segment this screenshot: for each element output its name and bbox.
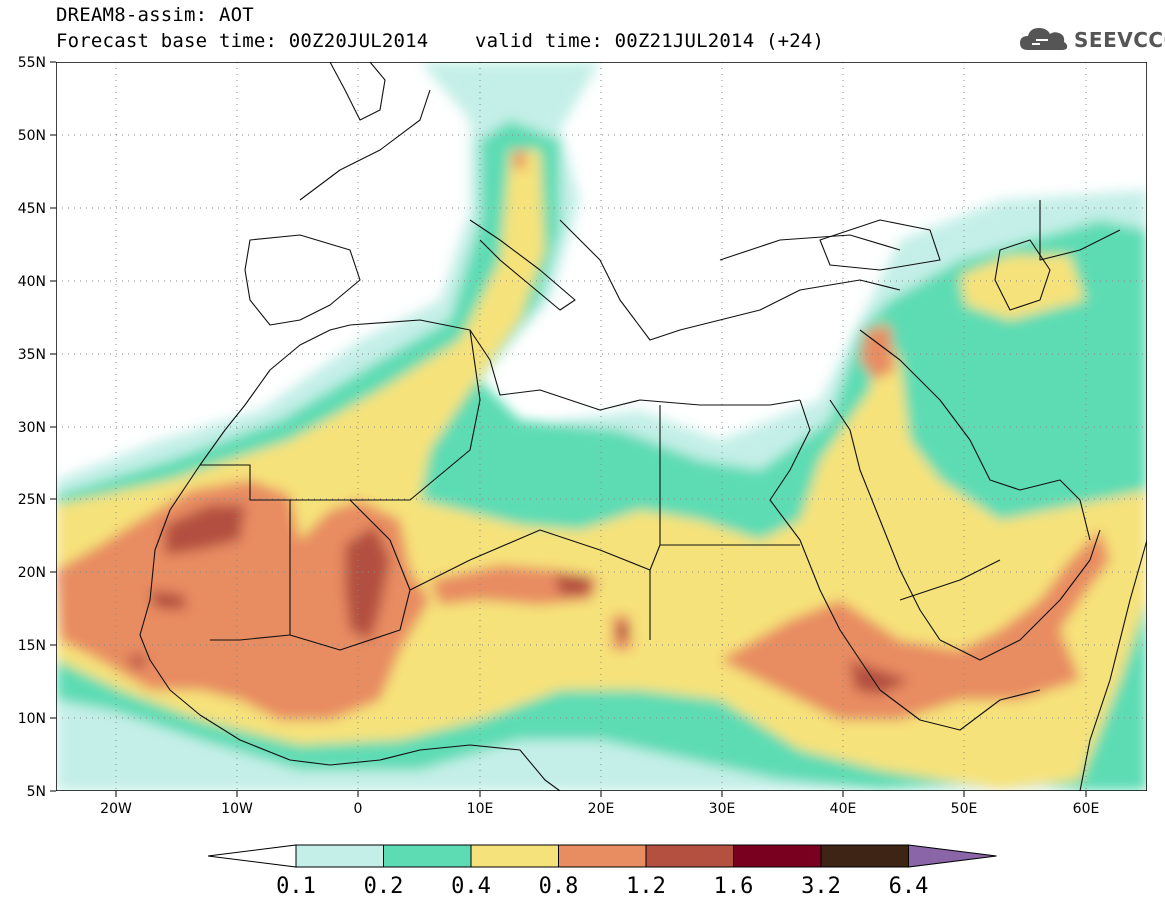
colorbar-swatches bbox=[207, 844, 997, 868]
lon-label-10e: 10E bbox=[467, 801, 494, 817]
colorbar-swatch bbox=[558, 844, 647, 868]
lon-label-30e: 30E bbox=[709, 801, 736, 817]
lon-label-20e: 20E bbox=[588, 801, 615, 817]
map-title: DREAM8-assim: AOT bbox=[56, 4, 254, 26]
colorbar-labels: 0.1 0.2 0.4 0.8 1.2 1.6 3.2 6.4 bbox=[276, 874, 928, 899]
colorbar-swatch bbox=[295, 844, 384, 868]
lat-label-20n: 20N bbox=[18, 565, 46, 581]
colorbar-level-label: 0.2 bbox=[364, 874, 404, 899]
colorbar-swatch bbox=[645, 844, 734, 868]
colorbar-swatch bbox=[820, 844, 909, 868]
lat-label-5n: 5N bbox=[27, 784, 46, 800]
lat-labels: 55N 50N 45N 40N 35N 30N 25N 20N 15N 10N … bbox=[18, 55, 46, 800]
lon-label-40e: 40E bbox=[830, 801, 857, 817]
colorbar-swatch bbox=[383, 844, 472, 868]
lat-label-35n: 35N bbox=[18, 347, 46, 363]
forecast-time-line: Forecast base time: 00Z20JUL2014 valid t… bbox=[56, 30, 825, 52]
axis-ticks bbox=[50, 61, 1087, 797]
lon-labels: 20W 10W 0 10E 20E 30E 40E 50E 60E bbox=[100, 801, 1099, 817]
colorbar-level-label: 0.4 bbox=[451, 874, 491, 899]
lon-label-10w: 10W bbox=[221, 801, 253, 817]
colorbar-level-label: 1.6 bbox=[714, 874, 754, 899]
lat-label-45n: 45N bbox=[18, 201, 46, 217]
seevccc-logo: SEEVCCC bbox=[1018, 22, 1165, 58]
lat-label-30n: 30N bbox=[18, 420, 46, 436]
colorbar-over-triangle bbox=[908, 844, 997, 868]
logo-text: SEEVCCC bbox=[1074, 28, 1165, 52]
aot-band-1.2 bbox=[165, 505, 245, 555]
lon-label-50e: 50E bbox=[951, 801, 978, 817]
lat-label-25n: 25N bbox=[18, 492, 46, 508]
lat-label-55n: 55N bbox=[18, 55, 46, 71]
lon-label-60e: 60E bbox=[1073, 801, 1100, 817]
colorbar-level-label: 0.8 bbox=[539, 874, 579, 899]
colorbar-level-label: 0.1 bbox=[276, 874, 316, 899]
cloud-icon bbox=[1020, 28, 1068, 50]
colorbar-level-label: 1.2 bbox=[626, 874, 666, 899]
colorbar-under-triangle bbox=[207, 844, 297, 868]
colorbar-swatch bbox=[733, 844, 822, 868]
lon-label-0: 0 bbox=[354, 801, 363, 817]
colorbar-swatch bbox=[470, 844, 559, 868]
colorbar-level-label: 6.4 bbox=[889, 874, 929, 899]
lat-label-10n: 10N bbox=[18, 711, 46, 727]
lat-label-50n: 50N bbox=[18, 128, 46, 144]
colorbar-level-label: 3.2 bbox=[801, 874, 841, 899]
aot-band-1.6 bbox=[619, 625, 627, 637]
lon-label-20w: 20W bbox=[100, 801, 132, 817]
aot-field bbox=[56, 62, 1147, 791]
coastlines bbox=[139, 62, 1147, 791]
lat-label-15n: 15N bbox=[18, 638, 46, 654]
lat-label-40n: 40N bbox=[18, 274, 46, 290]
